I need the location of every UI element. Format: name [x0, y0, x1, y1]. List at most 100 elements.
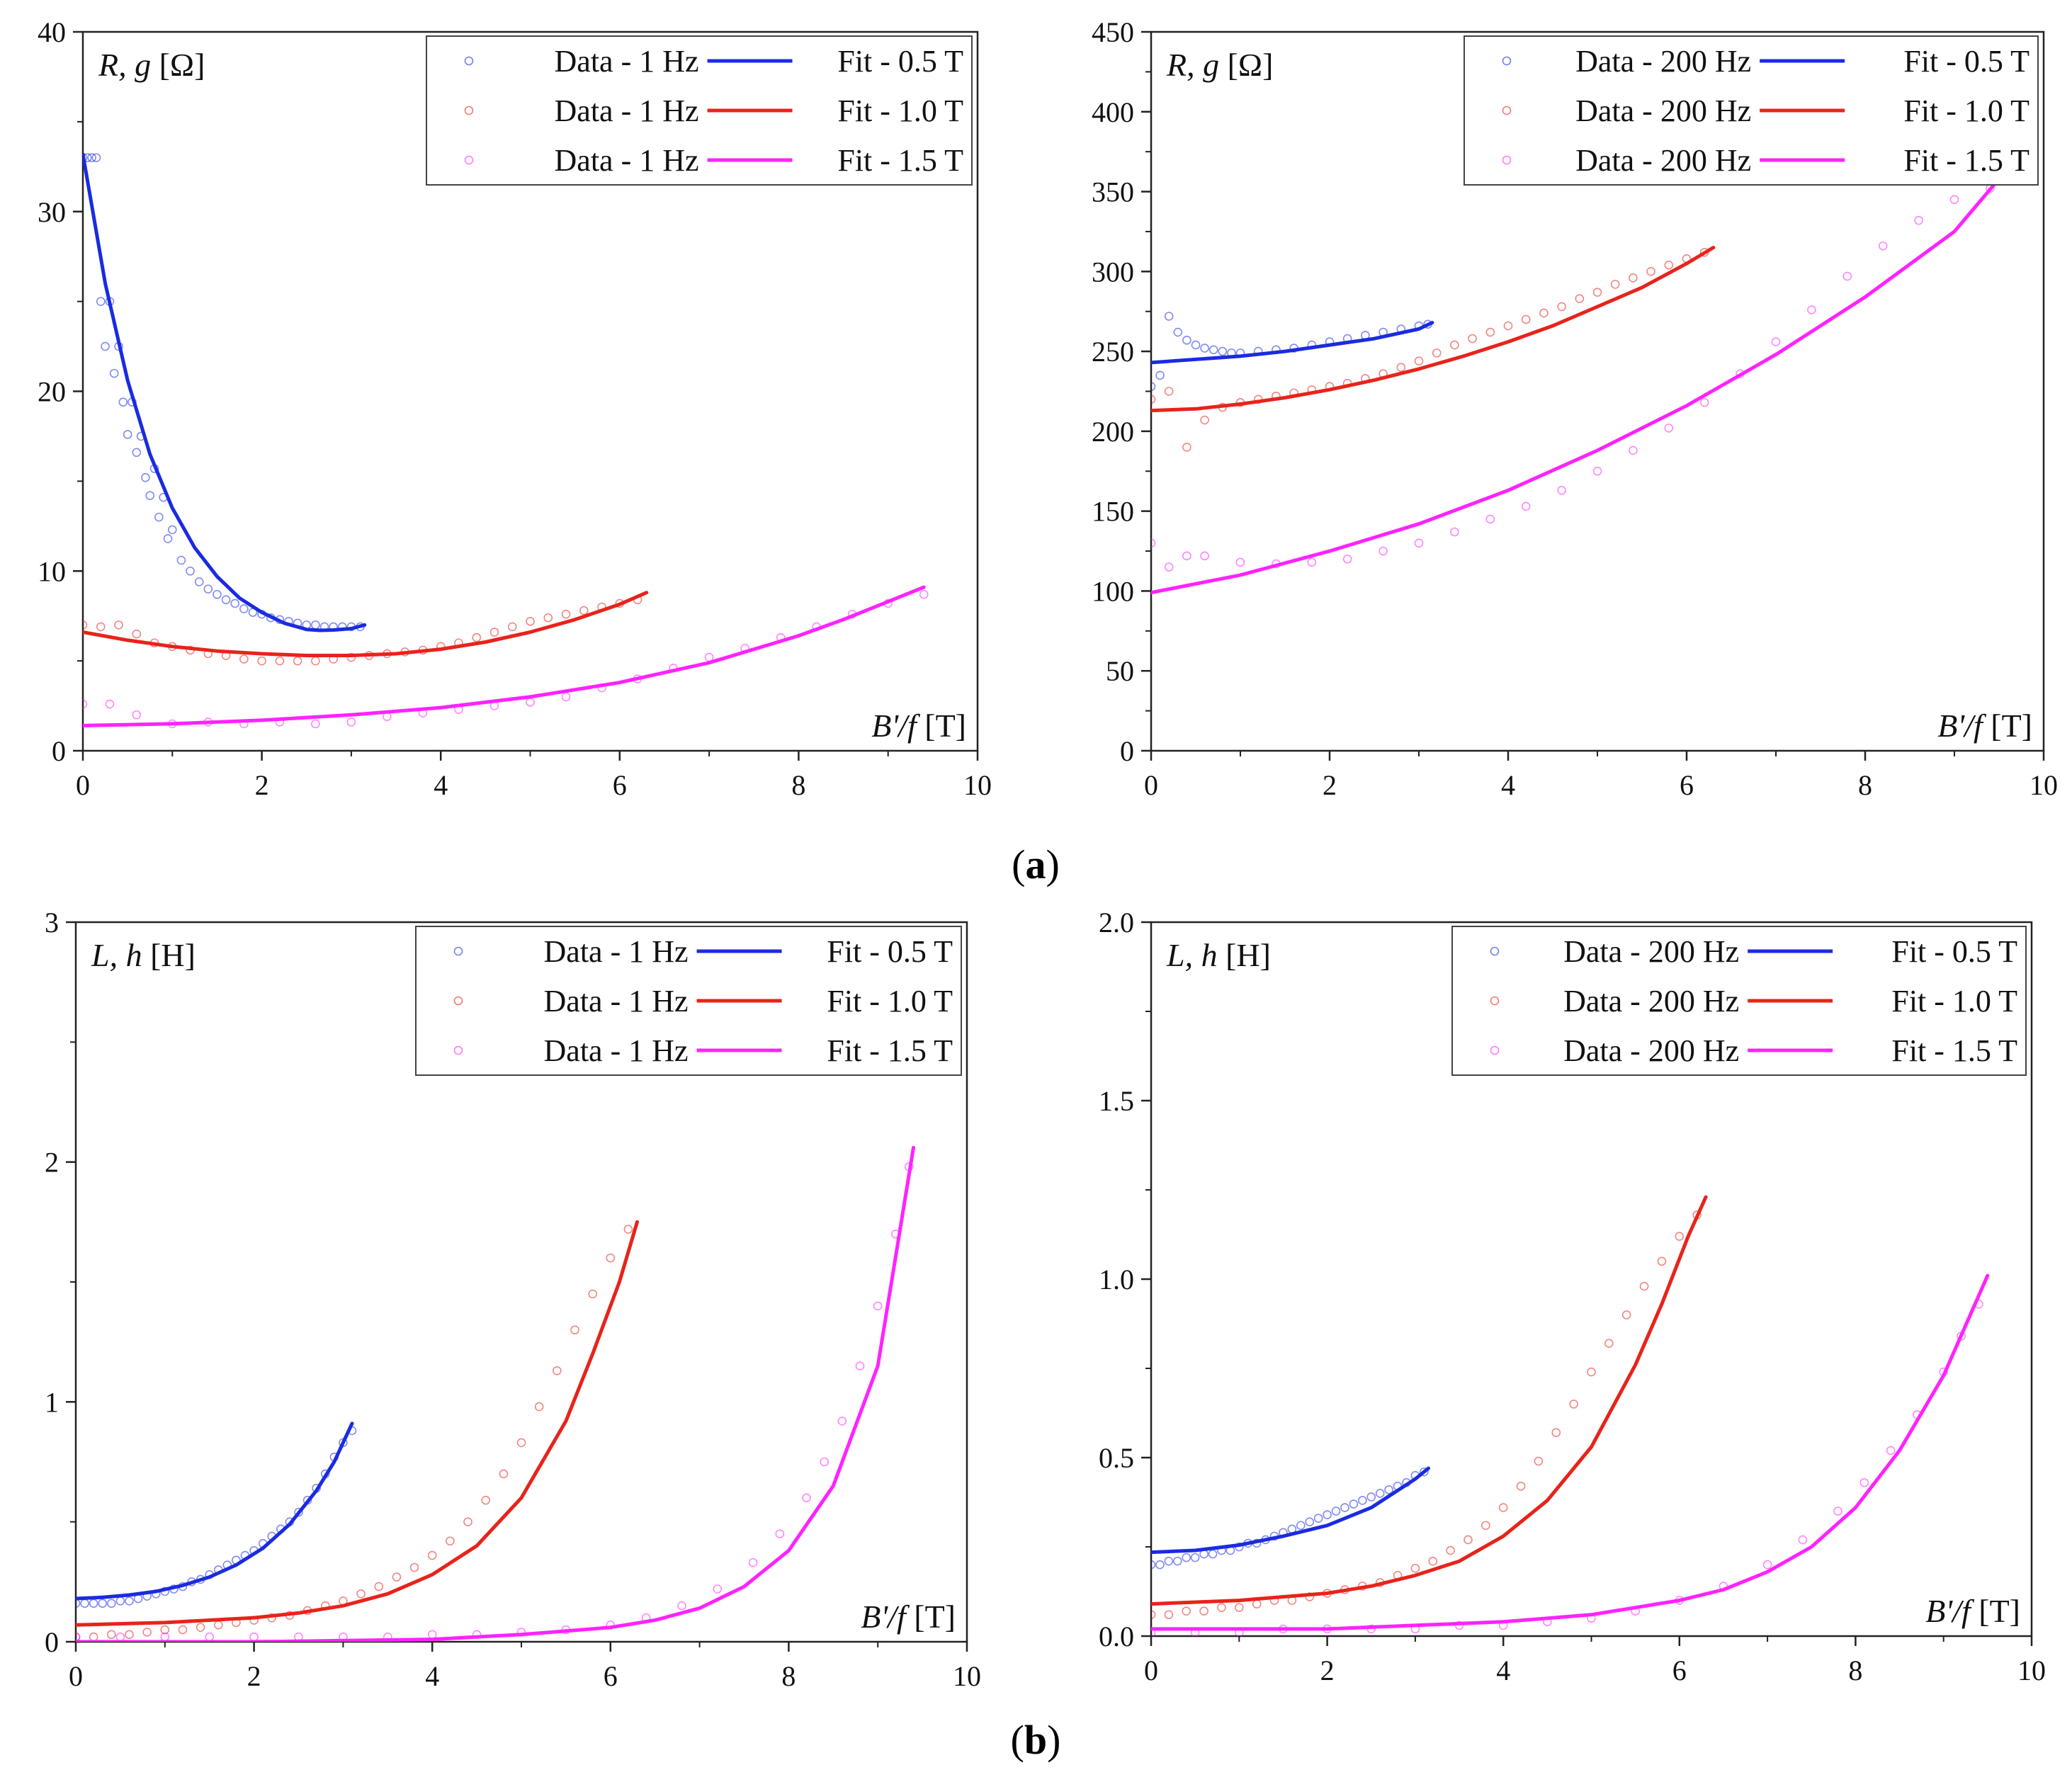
x-tick-label: 2 [247, 1660, 261, 1692]
y-axis-title-symbol: L, h [91, 937, 142, 973]
data-point [1664, 261, 1674, 270]
legend-data-marker [464, 106, 474, 115]
y-tick-label: 50 [1106, 655, 1134, 687]
legend-fit-label: Fit - 1.5 T [1891, 1033, 2017, 1068]
data-point [1833, 1506, 1842, 1516]
x-tick-label: 10 [963, 769, 992, 801]
y-tick-label: 200 [1092, 416, 1134, 448]
x-tick-label: 6 [604, 1660, 618, 1692]
legend-data-marker [464, 155, 474, 165]
data-point [1151, 1560, 1156, 1570]
legend: Data - 1 Hz Fit - 0.5 T Data - 1 Hz Fit - 1… [415, 926, 962, 1076]
y-axis-title-symbol: R, g [1166, 47, 1219, 83]
data-point [704, 652, 714, 662]
data-point [239, 604, 249, 613]
x-tick-label: 10 [2017, 1655, 2046, 1686]
data-point [1534, 1456, 1544, 1466]
data-point [114, 620, 123, 630]
y-tick-label: 1 [45, 1386, 59, 1418]
data-point [526, 616, 535, 626]
data-point [1664, 424, 1674, 433]
y-axis-title: R, g [Ω] [98, 47, 205, 83]
data-point [1182, 443, 1191, 452]
chart-inductance-1hz: 0 2 4 6 8 10 0 1 2 3 L, h [H] B'/f [T] Data - 1 Hz Fi… [45, 907, 981, 1692]
data-point [294, 1507, 303, 1517]
data-point [1182, 1553, 1191, 1562]
data-point [132, 629, 142, 639]
data-point [1949, 195, 1959, 205]
data-point [1771, 337, 1781, 346]
y-tick-label: 450 [1092, 16, 1134, 48]
data-point [1151, 382, 1156, 392]
data-point [1575, 294, 1585, 303]
data-point [392, 1572, 402, 1582]
data-point [1307, 557, 1317, 567]
x-tick-label: 6 [613, 769, 627, 801]
data-point [125, 1630, 134, 1640]
y-tick-label: 1.0 [1099, 1264, 1134, 1295]
data-point [1358, 1496, 1367, 1505]
data-point [1450, 527, 1459, 537]
data-point [820, 1457, 830, 1467]
data-point [1432, 348, 1442, 358]
data-point [89, 1599, 98, 1608]
data-point [1450, 340, 1459, 350]
data-point [1629, 446, 1638, 455]
plot-area [76, 1145, 915, 1642]
legend-fit-label: Fit - 0.5 T [1903, 44, 2029, 79]
legend-data-label: Data - 200 Hz [1575, 44, 1751, 79]
data-point [446, 1536, 455, 1546]
x-tick-label: 8 [781, 1660, 796, 1692]
data-point [1414, 356, 1424, 365]
legend-data-marker [1502, 155, 1512, 165]
legend: Data - 200 Hz Fit - 0.5 T Data - 200 Hz Fit… [1464, 35, 2039, 186]
y-tick-label: 3 [45, 907, 59, 938]
data-point [606, 1253, 616, 1263]
data-point [1464, 1535, 1473, 1545]
x-tick-label: 0 [1144, 769, 1158, 801]
data-point [1557, 302, 1566, 312]
x-axis-title-symbol: B'/f [871, 708, 921, 744]
legend-box [415, 926, 962, 1076]
data-point [1485, 514, 1495, 524]
legend-box [1464, 35, 2039, 186]
x-axis-title-unit: [T] [1971, 1593, 2020, 1629]
data-point [1340, 1503, 1349, 1512]
fit-line [1151, 246, 1716, 413]
data-point [293, 656, 302, 666]
data-point [1151, 1610, 1156, 1620]
series-3 [1151, 177, 2001, 595]
legend-fit-label: Fit - 1.0 T [1903, 93, 2029, 128]
data-point [1349, 1499, 1359, 1509]
data-point [1807, 305, 1816, 314]
data-point [1521, 314, 1531, 324]
panel-label-letter: a [1026, 841, 1046, 887]
x-tick-label: 10 [953, 1660, 981, 1692]
data-point [213, 589, 222, 599]
data-point [1886, 1446, 1896, 1455]
data-point [109, 368, 119, 378]
data-point [1155, 370, 1165, 380]
series-3 [1151, 1273, 1990, 1636]
legend-fit-label: Fit - 1.5 T [827, 1033, 953, 1068]
data-point [543, 613, 553, 623]
data-point [1798, 1535, 1808, 1545]
data-point [213, 1620, 223, 1630]
y-tick-label: 0.0 [1099, 1621, 1134, 1652]
legend-box [426, 35, 973, 186]
series-2 [76, 1220, 639, 1642]
data-point [1164, 1610, 1174, 1620]
data-point [1190, 1553, 1200, 1562]
y-tick-label: 10 [38, 555, 66, 587]
data-point [463, 1517, 472, 1526]
panel-label-b: (b) [1011, 1717, 1061, 1763]
series-3 [76, 1145, 915, 1642]
legend-data-marker [1490, 996, 1500, 1006]
data-point [1503, 321, 1513, 331]
data-point [516, 1438, 526, 1448]
data-point [142, 1628, 152, 1637]
legend-data-label: Data - 1 Hz [544, 984, 689, 1018]
x-tick-label: 6 [1680, 769, 1694, 801]
data-point [1420, 1467, 1429, 1477]
data-point [160, 1632, 170, 1642]
